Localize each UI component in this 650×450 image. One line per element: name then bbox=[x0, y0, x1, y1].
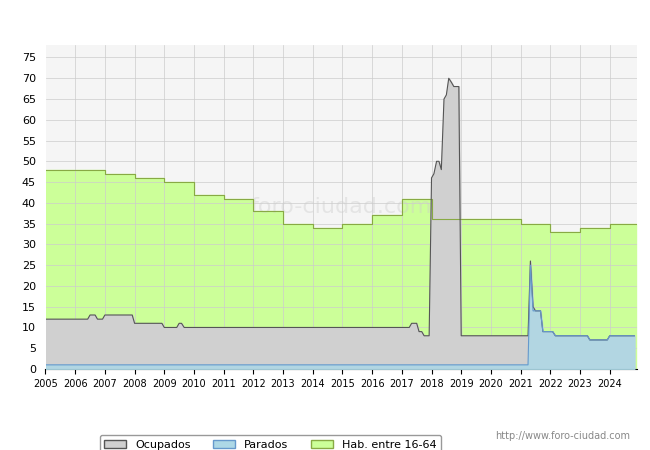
Legend: Ocupados, Parados, Hab. entre 16-64: Ocupados, Parados, Hab. entre 16-64 bbox=[99, 435, 441, 450]
Text: http://www.foro-ciudad.com: http://www.foro-ciudad.com bbox=[495, 431, 630, 441]
Text: Adalia - Evolucion de la poblacion en edad de Trabajar Noviembre de 2024: Adalia - Evolucion de la poblacion en ed… bbox=[76, 10, 574, 23]
Text: foro-ciudad.com: foro-ciudad.com bbox=[250, 197, 432, 217]
